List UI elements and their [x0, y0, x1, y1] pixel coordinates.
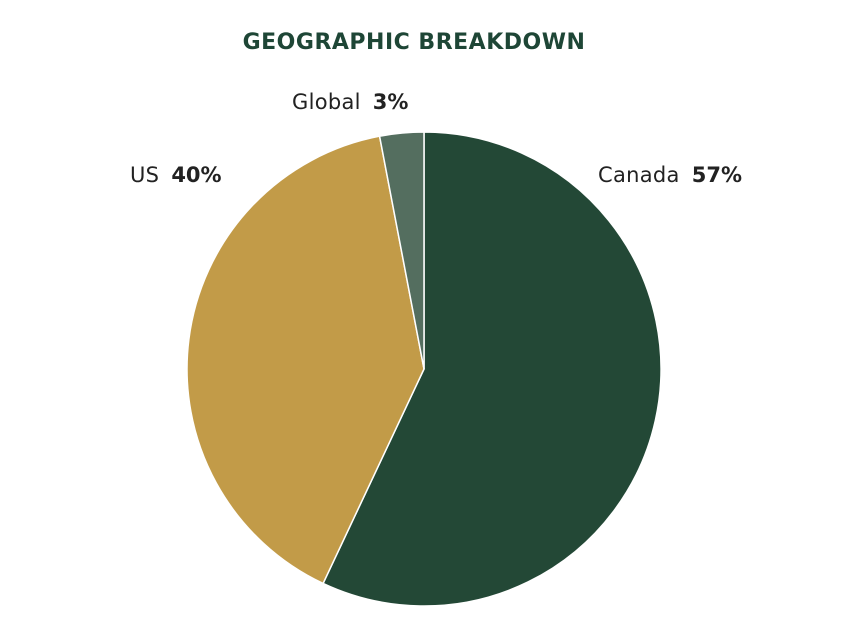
slice-label-name: Canada — [598, 163, 680, 187]
slice-label-value: 3% — [372, 90, 409, 114]
slice-label-name: US — [130, 163, 160, 187]
slice-label-value: 57% — [691, 163, 742, 187]
pie-slice-global — [378, 131, 425, 370]
slice-label-value: 40% — [171, 163, 222, 187]
slice-label-name: Global — [292, 90, 361, 114]
slice-label-canada: Canada 57% — [598, 165, 742, 186]
pie-slice-us — [186, 135, 425, 585]
chart-title: GEOGRAPHIC BREAKDOWN — [242, 30, 586, 55]
slice-label-global: Global 3% — [292, 92, 408, 113]
slice-label-us: US 40% — [130, 165, 222, 186]
pie-slice-canada — [322, 131, 662, 607]
